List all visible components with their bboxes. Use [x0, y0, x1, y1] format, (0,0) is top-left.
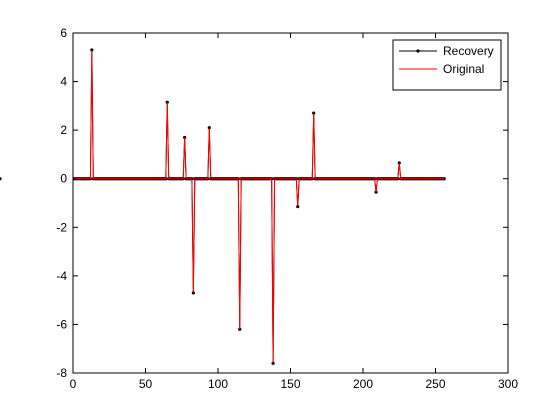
x-tick-label: 50: [139, 377, 153, 391]
y-tick-label: 6: [60, 26, 67, 40]
legend: Recovery Original: [392, 39, 502, 91]
x-tick-label: 300: [498, 377, 518, 391]
y-tick-label: -8: [56, 366, 67, 380]
data-point: [0, 177, 2, 181]
y-tick-label: 4: [60, 75, 67, 89]
y-tick-label: 2: [60, 123, 67, 137]
y-tick-label: -2: [56, 220, 67, 234]
x-tick-label: 0: [70, 377, 77, 391]
x-tick-label: 250: [425, 377, 445, 391]
y-tick-label: -4: [56, 269, 67, 283]
legend-box: [392, 39, 502, 91]
legend-label: Recovery: [443, 44, 494, 58]
y-tick-label: 0: [60, 172, 67, 186]
x-tick-label: 150: [280, 377, 300, 391]
y-tick-label: -6: [56, 317, 67, 331]
legend-marker: [416, 49, 420, 53]
x-tick-label: 100: [208, 377, 228, 391]
legend-label: Original: [443, 62, 484, 76]
x-tick-label: 200: [353, 377, 373, 391]
series-line: [74, 49, 445, 364]
